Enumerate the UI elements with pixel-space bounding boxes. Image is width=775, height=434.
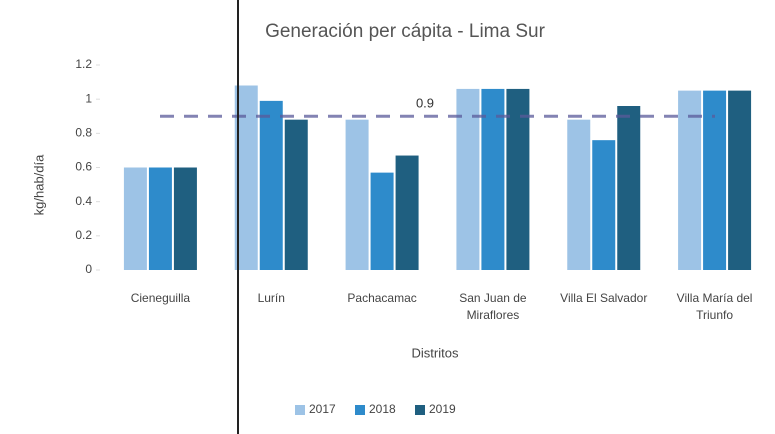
bar bbox=[395, 155, 419, 270]
bar bbox=[234, 85, 258, 270]
x-axis-label: Distritos bbox=[412, 345, 459, 360]
bar bbox=[148, 167, 172, 270]
bar bbox=[370, 172, 394, 270]
y-tick-label: 0.6 bbox=[75, 160, 92, 174]
chart-title: Generación per cápita - Lima Sur bbox=[265, 21, 546, 42]
bar bbox=[481, 88, 505, 271]
bar bbox=[123, 167, 147, 270]
legend-label: 2018 bbox=[369, 402, 396, 416]
x-tick-label: Villa El Salvador bbox=[560, 291, 648, 305]
bar bbox=[506, 88, 530, 271]
y-axis-label: kg/hab/día bbox=[31, 154, 46, 215]
y-tick-label: 0.4 bbox=[75, 194, 92, 208]
bar bbox=[678, 90, 702, 270]
reference-label: 0.9 bbox=[416, 96, 434, 111]
legend-swatch bbox=[415, 405, 425, 415]
y-tick-label: 0.2 bbox=[75, 228, 92, 242]
x-tick-label: Cieneguilla bbox=[130, 291, 191, 305]
x-tick-label: Villa María del Triunfo bbox=[676, 291, 753, 322]
x-tick-label: Lurín bbox=[257, 291, 285, 305]
legend-swatch bbox=[295, 405, 305, 415]
legend-label: 2017 bbox=[309, 402, 336, 416]
bar bbox=[345, 119, 369, 271]
bar bbox=[259, 100, 283, 270]
bar bbox=[617, 106, 641, 270]
bar bbox=[284, 119, 308, 271]
y-tick-label: 1.2 bbox=[75, 57, 92, 71]
bar bbox=[592, 140, 616, 270]
bar bbox=[173, 167, 197, 270]
x-tick-label: Pachacamac bbox=[347, 291, 417, 305]
bar bbox=[703, 90, 727, 270]
y-tick-label: 0.8 bbox=[75, 126, 92, 140]
bar bbox=[567, 119, 591, 271]
legend-swatch bbox=[355, 405, 365, 415]
bar bbox=[728, 90, 752, 270]
bar bbox=[456, 88, 480, 271]
x-tick-label: San Juan de Miraflores bbox=[459, 291, 527, 322]
y-tick-label: 0 bbox=[85, 262, 92, 276]
legend-label: 2019 bbox=[429, 402, 456, 416]
y-tick-label: 1 bbox=[85, 91, 92, 105]
